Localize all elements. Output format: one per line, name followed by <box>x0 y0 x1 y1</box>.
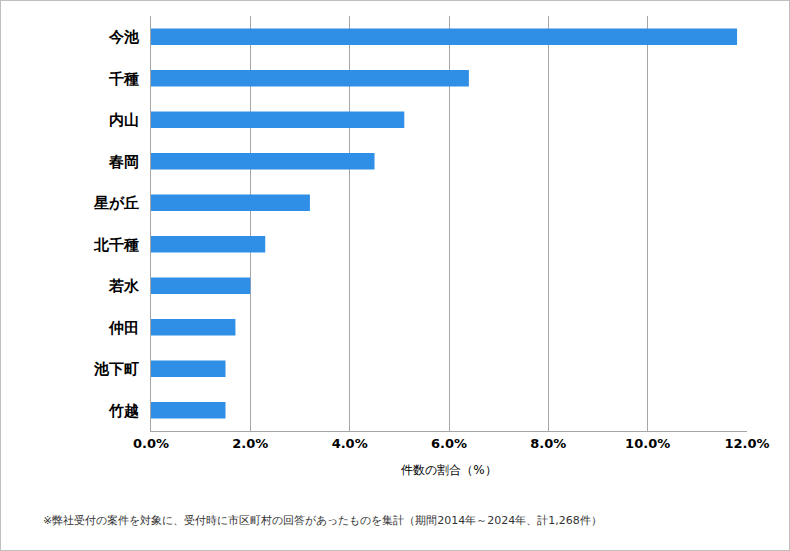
svg-text:池下町: 池下町 <box>93 360 139 378</box>
svg-text:千種: 千種 <box>108 70 139 88</box>
svg-text:8.0%: 8.0% <box>530 436 566 451</box>
svg-text:2.0%: 2.0% <box>232 436 268 451</box>
svg-text:竹越: 竹越 <box>108 402 139 420</box>
svg-text:0.0%: 0.0% <box>133 436 169 451</box>
svg-text:今池: 今池 <box>108 28 140 46</box>
svg-text:仲田: 仲田 <box>108 319 139 337</box>
svg-text:春岡: 春岡 <box>108 153 139 171</box>
svg-text:12.0%: 12.0% <box>724 436 769 451</box>
svg-text:※弊社受付の案件を対象に、受付時に市区町村の回答があったもの: ※弊社受付の案件を対象に、受付時に市区町村の回答があったものを集計（期間2014… <box>43 514 602 527</box>
svg-text:件数の割合（%）: 件数の割合（%） <box>401 463 496 477</box>
svg-text:10.0%: 10.0% <box>625 436 670 451</box>
svg-text:星が丘: 星が丘 <box>93 194 139 212</box>
svg-text:4.0%: 4.0% <box>332 436 368 451</box>
svg-text:6.0%: 6.0% <box>431 436 467 451</box>
svg-text:北千種: 北千種 <box>93 236 139 254</box>
svg-text:若水: 若水 <box>108 277 140 295</box>
svg-text:内山: 内山 <box>109 111 139 129</box>
